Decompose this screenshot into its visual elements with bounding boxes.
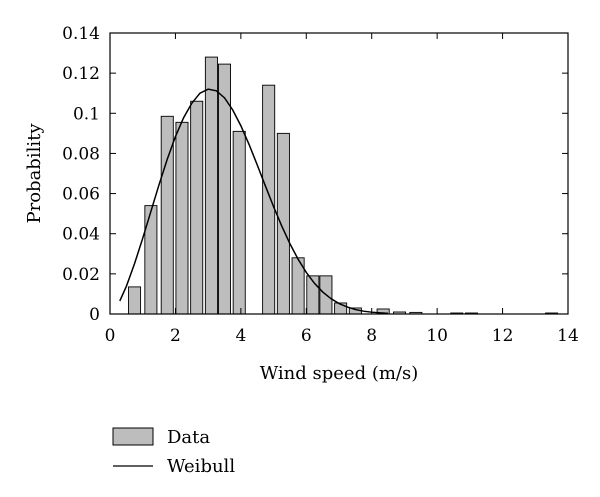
plot-frame [109,32,569,315]
x-axis-ticks: 0 2 4 6 8 10 12 14 [105,33,579,346]
weibull-curve-layer [119,88,389,315]
data-bar-1 [144,205,158,315]
data-bar-9 [276,132,290,315]
data-bar-8 [262,84,276,315]
y-axis-ticks: 0 0.02 0.04 0.06 0.08 0.1 0.12 0.14 [62,24,568,325]
data-bar-0 [128,286,142,315]
y-axis-label: Probability [24,123,45,224]
x-tick-label: 2 [170,326,181,346]
data-bar-5 [204,56,218,315]
data-bar-6 [217,63,231,315]
x-axis-label: Wind speed (m/s) [260,363,419,384]
y-tick-label: 0.1 [73,104,100,124]
data-bar-3 [175,121,189,315]
legend-label-weibull: Weibull [167,456,235,477]
y-tick-label: 0.12 [62,64,100,84]
y-tick-label: 0.02 [62,265,100,285]
legend-label-data: Data [167,427,210,448]
y-tick-label: 0.06 [62,185,100,205]
data-bars [128,56,559,315]
x-tick-label: 10 [426,326,448,346]
weibull-curve [119,88,389,315]
data-bar-4 [190,100,204,315]
legend: Data Weibull [112,427,235,477]
y-tick-label: 0.04 [62,225,100,245]
x-tick-label: 12 [492,326,514,346]
x-tick-label: 6 [301,326,312,346]
y-tick-label: 0.08 [62,144,100,164]
y-tick-label: 0.14 [62,24,100,44]
legend-swatch-data [112,427,154,446]
x-tick-label: 14 [557,326,579,346]
x-tick-label: 4 [235,326,246,346]
x-tick-label: 0 [105,326,116,346]
data-bar-7 [232,130,246,315]
x-tick-label: 8 [366,326,377,346]
y-tick-label: 0 [89,305,100,325]
